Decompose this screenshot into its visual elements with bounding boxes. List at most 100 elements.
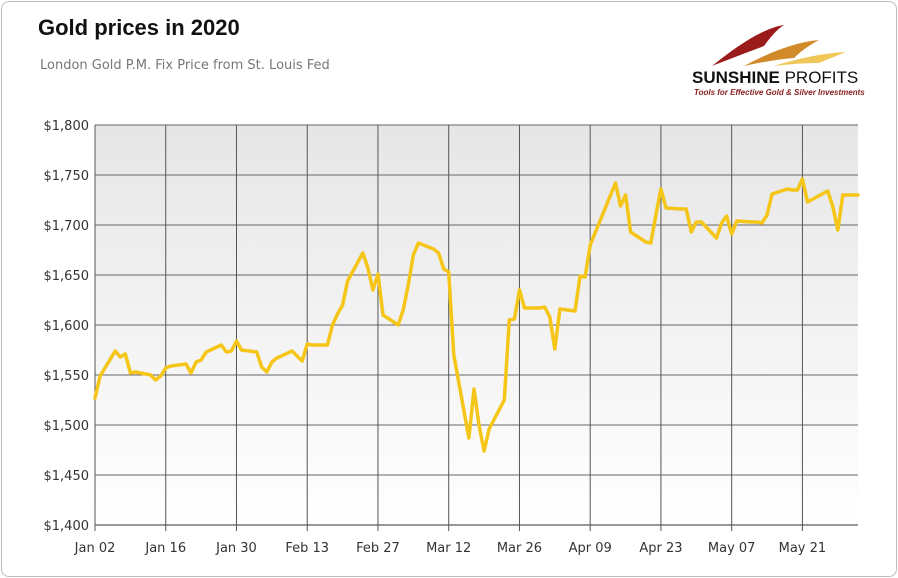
data-point: [659, 188, 662, 191]
series-layer: [93, 177, 860, 453]
data-point: [326, 344, 329, 347]
data-point: [407, 284, 410, 287]
data-point: [857, 194, 860, 197]
data-point: [695, 221, 698, 224]
x-tick-label: Mar 26: [497, 541, 542, 556]
data-point: [629, 231, 632, 234]
data-point: [584, 276, 587, 279]
logo-tagline: Tools for Effective Gold & Silver Invest…: [694, 88, 865, 97]
data-point: [220, 344, 223, 347]
data-point: [452, 354, 455, 357]
y-tick-label: $1,700: [44, 219, 90, 234]
chart-title: Gold prices in 2020: [38, 15, 240, 40]
y-tick-label: $1,650: [44, 269, 90, 284]
data-point: [508, 319, 511, 322]
data-point: [685, 208, 688, 211]
data-point: [291, 350, 294, 353]
data-point: [397, 324, 400, 327]
data-point: [665, 207, 668, 210]
data-point: [437, 252, 440, 255]
data-point: [447, 271, 450, 274]
data-point: [306, 343, 309, 346]
data-point: [548, 316, 551, 319]
data-point: [341, 304, 344, 307]
data-point: [831, 205, 834, 208]
data-point: [488, 428, 491, 431]
data-point: [771, 193, 774, 196]
logo-swoosh-1: [712, 25, 784, 66]
data-point: [99, 375, 102, 378]
data-point: [574, 310, 577, 313]
x-tick-label: May 21: [779, 541, 827, 556]
data-point: [735, 220, 738, 223]
logo-name-light: PROFITS: [779, 68, 859, 87]
data-point: [185, 363, 188, 366]
data-point: [124, 353, 127, 356]
data-point: [644, 241, 647, 244]
x-axis: Jan 02 Jan 16 Jan 30 Feb 13 Feb 27 Mar 12 Mar …: [74, 125, 827, 556]
y-tick-label: $1,800: [44, 119, 90, 134]
data-point: [553, 348, 556, 351]
data-point: [503, 399, 506, 402]
data-point: [296, 355, 299, 358]
data-point: [654, 214, 657, 217]
x-tick-label: Apr 23: [639, 541, 682, 556]
data-point: [382, 314, 385, 317]
y-tick-label: $1,600: [44, 319, 90, 334]
data-point: [725, 215, 728, 218]
data-point: [513, 318, 516, 321]
data-point: [260, 366, 263, 369]
data-point: [690, 231, 693, 234]
data-point: [579, 275, 582, 278]
x-tick-label: Mar 12: [426, 541, 471, 556]
data-point: [478, 424, 481, 427]
data-point: [119, 356, 122, 359]
logo-name-bold: SUNSHINE: [692, 68, 780, 87]
data-point: [791, 189, 794, 192]
sunshine-profits-logo: SUNSHINE PROFITS Tools for Effective Gol…: [684, 20, 884, 102]
data-point: [755, 221, 758, 224]
data-point: [614, 182, 617, 185]
y-tick-label: $1,750: [44, 169, 90, 184]
data-point: [624, 194, 627, 197]
logo-name: SUNSHINE PROFITS: [692, 68, 858, 88]
data-point: [371, 289, 374, 292]
data-point: [826, 190, 829, 193]
data-point: [331, 324, 334, 327]
data-point: [417, 242, 420, 245]
data-point: [801, 178, 804, 181]
data-point: [786, 188, 789, 191]
data-point: [255, 351, 258, 354]
data-point: [543, 306, 546, 309]
data-point: [366, 267, 369, 270]
data-point: [518, 289, 521, 292]
y-tick-label: $1,550: [44, 369, 90, 384]
data-point: [311, 344, 314, 347]
data-point: [235, 340, 238, 343]
data-point: [402, 309, 405, 312]
data-point: [442, 268, 445, 271]
data-point: [275, 357, 278, 360]
data-point: [129, 372, 132, 375]
data-point: [700, 221, 703, 224]
data-point: [523, 307, 526, 310]
x-tick-label: Jan 30: [215, 541, 257, 556]
data-point: [195, 361, 198, 364]
data-point: [114, 350, 117, 353]
data-point: [164, 367, 167, 370]
data-point: [134, 371, 137, 374]
grid-lines: [94, 124, 858, 526]
data-point: [265, 371, 268, 374]
x-tick-label: Feb 27: [356, 541, 400, 556]
y-tick-label: $1,450: [44, 469, 90, 484]
data-point: [649, 242, 652, 245]
data-point: [680, 208, 683, 211]
y-axis: $1,400 $1,450 $1,500 $1,550 $1,600 $1,650 $1,7…: [44, 119, 90, 534]
logo-swoosh-2: [744, 40, 819, 66]
data-point: [841, 194, 844, 197]
data-point: [169, 365, 172, 368]
data-point: [483, 450, 486, 453]
data-point: [619, 205, 622, 208]
data-point: [205, 351, 208, 354]
